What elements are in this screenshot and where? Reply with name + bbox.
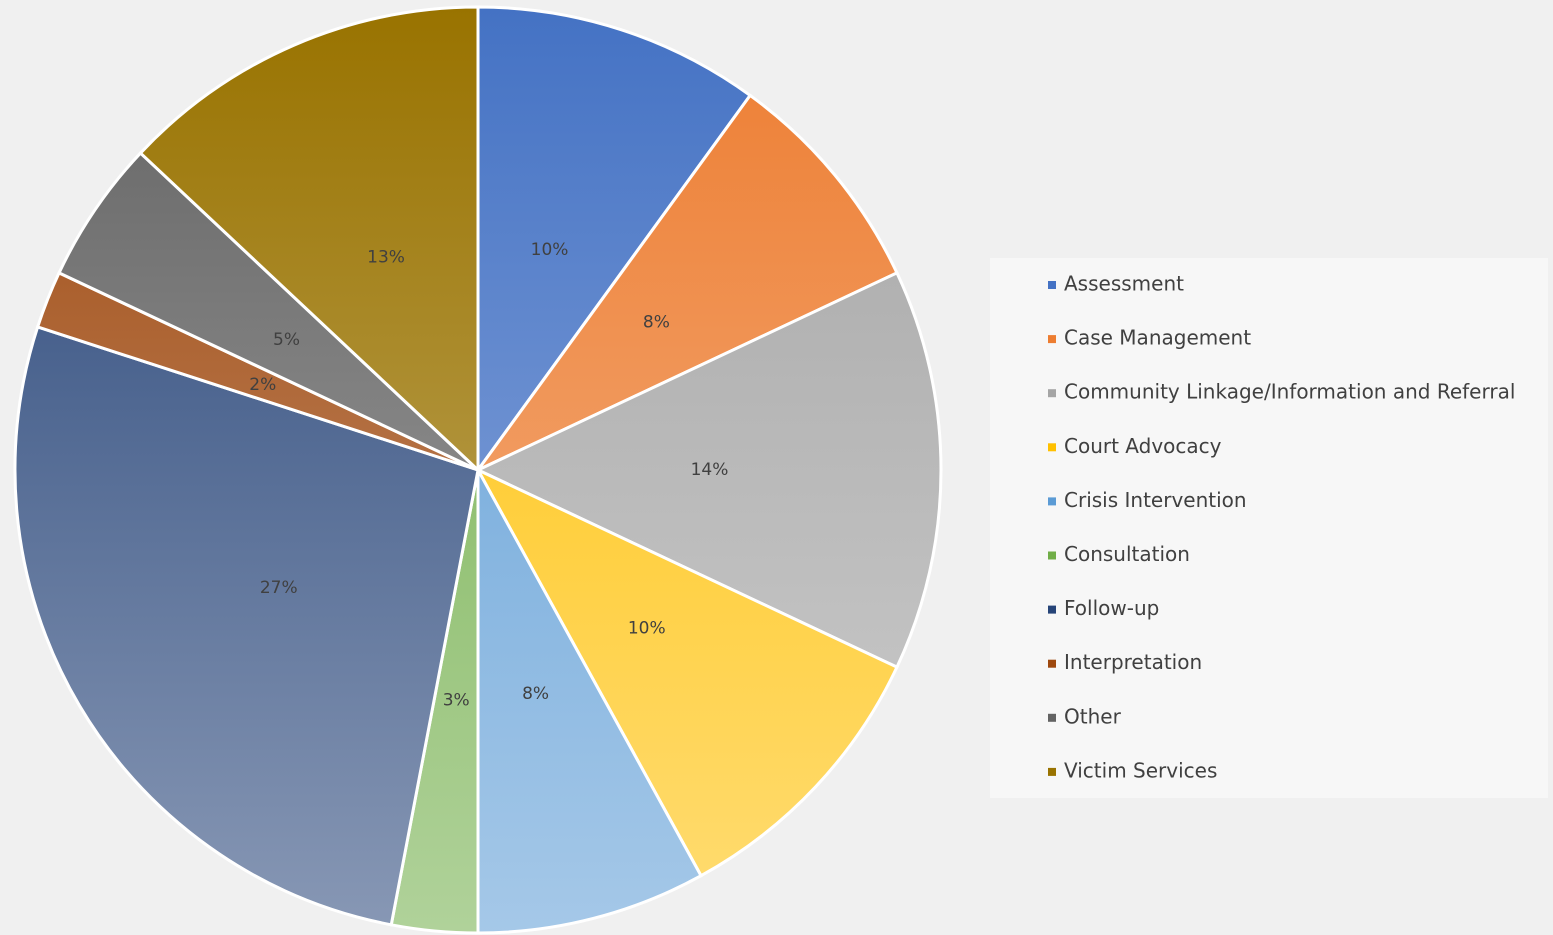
legend-swatch — [1048, 767, 1056, 776]
legend-label: Consultation — [1064, 542, 1190, 566]
data-label: 10% — [628, 618, 666, 638]
legend-swatch — [1048, 659, 1056, 668]
pie-slice — [138, 5, 480, 474]
legend-swatch — [1048, 389, 1056, 398]
pie-slice — [476, 93, 899, 472]
legend-label: Follow-up — [1064, 596, 1159, 620]
data-label: 5% — [273, 330, 300, 350]
legend-label: Case Management — [1064, 326, 1251, 350]
legend-label: Court Advocacy — [1064, 434, 1222, 458]
legend-label: Other — [1064, 704, 1122, 728]
legend-swatch — [1048, 497, 1056, 506]
legend-label: Community Linkage/Information and Referr… — [1064, 380, 1515, 404]
pie-slice — [474, 466, 899, 878]
legend-swatch — [1048, 713, 1056, 722]
legend-label: Assessment — [1064, 272, 1184, 296]
data-label: 3% — [443, 690, 470, 710]
legend-swatch — [1048, 281, 1056, 289]
data-label: 10% — [531, 240, 569, 260]
legend-label: Crisis Intervention — [1064, 488, 1247, 512]
legend-label: Victim Services — [1064, 758, 1217, 782]
legend-swatch — [1048, 605, 1056, 614]
data-label: 2% — [249, 375, 276, 395]
legend-swatch — [1048, 335, 1056, 344]
legend-box — [990, 258, 1548, 798]
data-label: 14% — [691, 460, 729, 480]
legend-label: Interpretation — [1064, 650, 1202, 674]
pie-slice — [57, 150, 480, 472]
pie-slice — [13, 325, 480, 927]
legend-swatch — [1048, 551, 1056, 560]
pie-slice — [476, 469, 704, 935]
pie-slice — [476, 5, 753, 475]
data-label: 13% — [367, 248, 405, 268]
pie-slice — [474, 270, 943, 670]
data-label: 27% — [260, 578, 298, 598]
data-label: 8% — [643, 312, 670, 332]
data-label: 8% — [522, 684, 549, 704]
legend-swatch — [1048, 443, 1056, 452]
